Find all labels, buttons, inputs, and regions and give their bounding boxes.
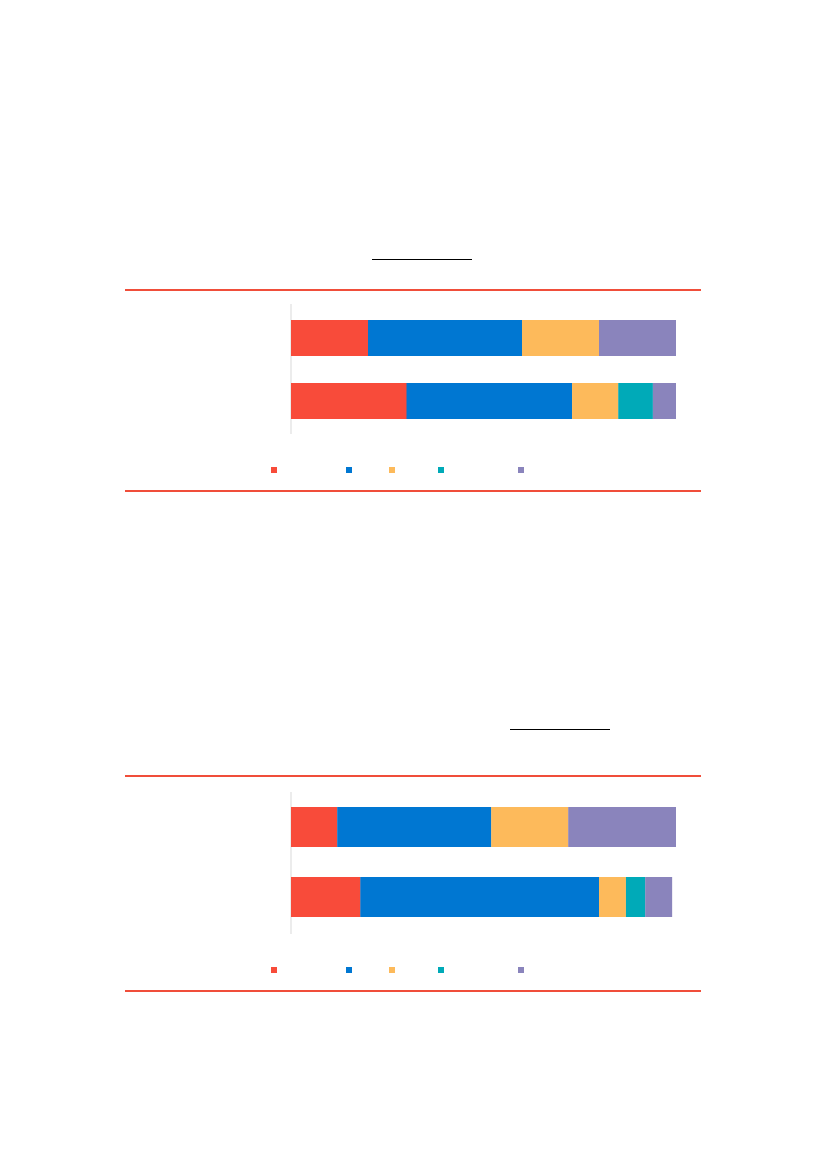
bar-row-1-segment-3 [491,807,569,847]
legend-swatch-1 [271,967,277,973]
chart-2-top-rule [125,775,701,777]
legend-swatch-4 [438,467,444,473]
chart-1 [271,304,676,473]
bar-row-1-segment-2 [337,807,492,847]
legend-swatch-3 [389,967,395,973]
link-underline-1[interactable] [372,259,472,260]
bar-row-2-segment-2 [406,383,573,419]
bar-row-1-segment-5 [568,807,676,847]
legend-swatch-2 [346,967,352,973]
bar-row-2-segment-2 [360,877,599,917]
bar-row-1-segment-3 [522,320,599,356]
legend-swatch-5 [518,967,524,973]
legend-swatch-5 [518,467,524,473]
bar-row-2-segment-1 [291,383,407,419]
link-underline-2[interactable] [510,729,610,730]
bar-row-2-segment-3 [572,383,619,419]
chart-1-bottom-rule [125,490,701,492]
legend-swatch-1 [271,467,277,473]
bar-row-2-segment-4 [625,877,646,917]
bar-row-1-segment-1 [291,320,368,356]
chart-2-bottom-rule [125,990,701,992]
bar-row-1-segment-5 [599,320,676,356]
bar-row-2-segment-5 [645,877,673,917]
bar-row-2-segment-5 [652,383,676,419]
legend-swatch-4 [438,967,444,973]
bar-row-1-segment-2 [368,320,522,356]
chart-1-top-rule [125,289,701,291]
chart-2 [271,792,676,973]
bar-row-2-segment-3 [599,877,626,917]
bar-row-2-segment-1 [291,877,361,917]
legend-swatch-3 [389,467,395,473]
legend-swatch-2 [346,467,352,473]
bar-row-1-segment-1 [291,807,338,847]
bar-row-2-segment-4 [618,383,653,419]
